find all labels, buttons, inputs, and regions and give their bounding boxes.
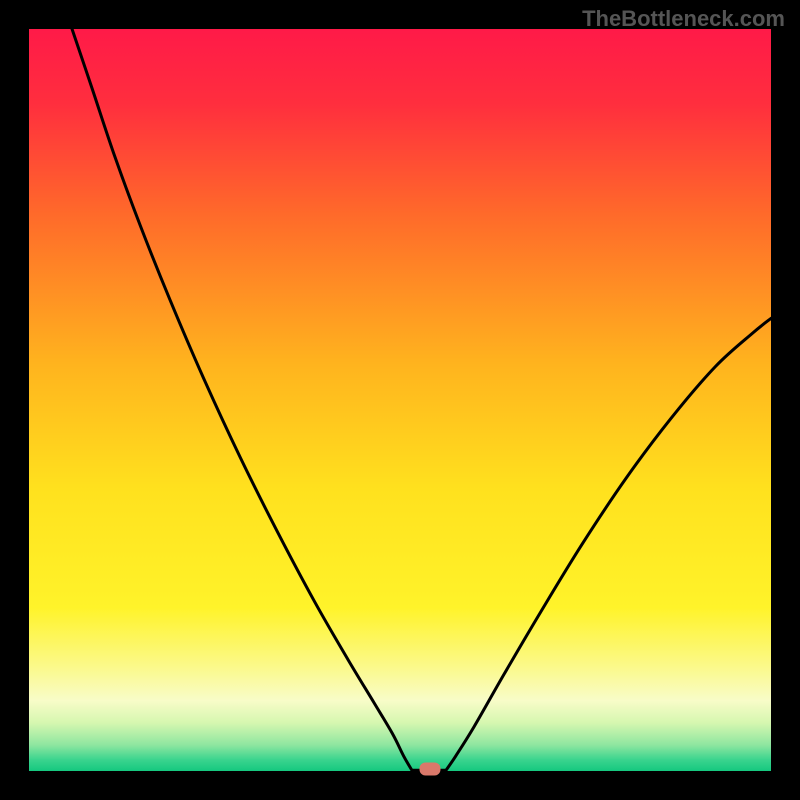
curve-path: [72, 29, 771, 770]
attribution-text: TheBottleneck.com: [582, 6, 785, 32]
plot-area: [29, 29, 771, 771]
bottleneck-curve: [29, 29, 771, 771]
chart-container: TheBottleneck.com: [0, 0, 800, 800]
optimal-point-marker: [419, 762, 440, 775]
